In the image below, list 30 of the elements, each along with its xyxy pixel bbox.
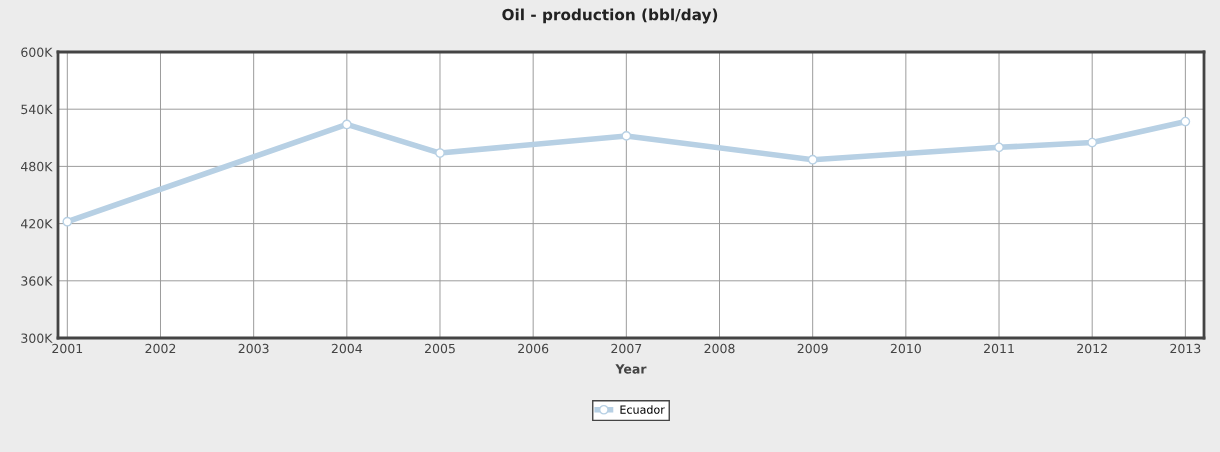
x-tick-label: 2001 [52, 343, 83, 354]
y-tick-label: 480K [21, 161, 53, 172]
x-tick-label: 2007 [611, 343, 642, 354]
point [62, 216, 73, 227]
point [994, 142, 1004, 153]
point [435, 148, 445, 158]
x-tick-label: 2013 [1170, 343, 1201, 354]
point [1087, 137, 1098, 148]
point [621, 131, 632, 141]
y-tick-label: 420K [21, 219, 53, 229]
x-tick-label: 2010 [890, 343, 921, 354]
x-tick-label: 2008 [704, 343, 735, 354]
x-tick-label: 2002 [145, 343, 176, 354]
legend-label: Ecuador [620, 405, 665, 414]
x-tick-label: 2011 [984, 343, 1014, 354]
point [807, 154, 818, 165]
y-tick-label: 540K [21, 104, 53, 115]
x-tick-label: 2004 [331, 343, 363, 354]
x-tick-label: 2005 [425, 343, 455, 354]
point [1180, 116, 1191, 127]
chart-title: Oil - production (bbl/day) [502, 8, 718, 24]
x-tick-label: 2012 [1077, 343, 1107, 354]
y-tick-label: 300K [21, 333, 53, 343]
x-axis-title: Year [615, 364, 647, 374]
x-tick-label: 2003 [238, 343, 269, 354]
point [341, 119, 352, 130]
x-tick-label: 2006 [518, 343, 549, 354]
y-tick-label: 600K [21, 47, 53, 57]
y-tick-label: 360K [21, 276, 53, 286]
x-tick-label: 2009 [797, 343, 828, 354]
